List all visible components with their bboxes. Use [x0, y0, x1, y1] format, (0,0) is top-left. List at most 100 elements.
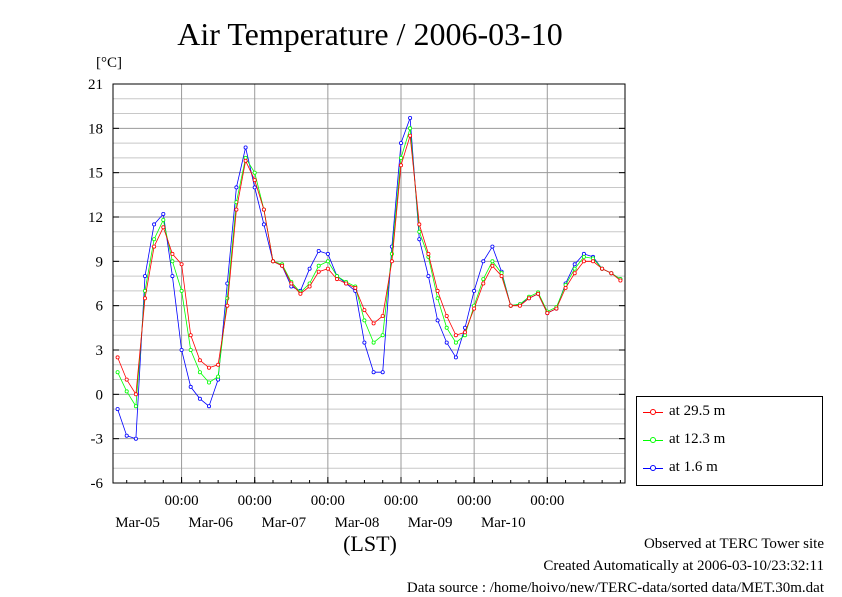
- data-point: [572, 262, 577, 267]
- data-point: [170, 251, 175, 256]
- data-point: [170, 259, 175, 264]
- data-point: [142, 296, 147, 301]
- data-point: [289, 281, 294, 286]
- data-point: [152, 222, 157, 227]
- data-point: [435, 288, 440, 293]
- y-tick-label: -6: [91, 476, 104, 492]
- data-point: [261, 207, 266, 212]
- data-point: [472, 288, 477, 293]
- data-point: [124, 433, 129, 438]
- data-point: [243, 158, 248, 163]
- data-point: [252, 185, 257, 190]
- data-point: [481, 281, 486, 286]
- data-point: [371, 340, 376, 345]
- data-point: [444, 313, 449, 318]
- data-point: [508, 303, 513, 308]
- y-tick-label: 0: [96, 387, 104, 403]
- data-point: [216, 374, 221, 379]
- data-point: [353, 285, 358, 290]
- legend-label: at 29.5 m: [669, 403, 726, 419]
- data-point: [316, 248, 321, 253]
- data-point: [325, 266, 330, 271]
- data-point: [206, 380, 211, 385]
- data-point: [490, 263, 495, 268]
- data-point: [453, 333, 458, 338]
- y-tick-label: 3: [96, 343, 104, 359]
- data-point: [426, 274, 431, 279]
- data-point: [481, 259, 486, 264]
- footer-data-source: Data source : /home/hoivo/new/TERC-data/…: [406, 580, 824, 596]
- legend: at 29.5 m at 12.3 m at 1.6 m: [636, 396, 823, 486]
- y-tick-label: -3: [91, 432, 104, 448]
- data-point: [197, 396, 202, 401]
- tick-layer: -6-303691215182100:00Mar-0500:00Mar-0600…: [88, 77, 625, 531]
- data-point: [124, 389, 129, 394]
- legend-marker: [650, 465, 656, 471]
- data-point: [572, 271, 577, 276]
- y-tick-label: 12: [88, 210, 103, 226]
- x-tick-date-label: Mar-08: [335, 515, 380, 531]
- data-point: [133, 404, 138, 409]
- data-point: [527, 296, 532, 301]
- data-point: [563, 285, 568, 290]
- data-point: [572, 266, 577, 271]
- data-point: [362, 318, 367, 323]
- data-point: [252, 170, 257, 175]
- data-point: [490, 259, 495, 264]
- footer-created-note: Created Automatically at 2006-03-10/23:3…: [543, 558, 824, 574]
- data-point: [554, 306, 559, 311]
- data-point: [618, 278, 623, 283]
- x-tick-date-label: Mar-10: [481, 515, 526, 531]
- data-point: [481, 277, 486, 282]
- data-point: [408, 126, 413, 131]
- legend-item: at 29.5 m: [637, 403, 822, 423]
- y-tick-label: 9: [96, 254, 104, 270]
- footer-site-note: Observed at TERC Tower site: [643, 536, 824, 552]
- data-point: [398, 141, 403, 146]
- data-point: [517, 303, 522, 308]
- x-tick-time-label: 00:00: [311, 493, 345, 509]
- data-point: [115, 407, 120, 412]
- data-point: [316, 269, 321, 274]
- data-point: [545, 311, 550, 316]
- legend-label: at 12.3 m: [669, 431, 726, 447]
- data-point: [371, 321, 376, 326]
- grid-lines: [113, 83, 625, 484]
- data-point: [152, 237, 157, 242]
- y-tick-label: 15: [88, 166, 103, 182]
- data-point: [453, 355, 458, 360]
- series-at-12-3-m: [115, 126, 623, 409]
- data-point: [243, 145, 248, 150]
- y-axis-unit-label: [°C]: [96, 55, 122, 71]
- data-point: [408, 116, 413, 121]
- data-point: [188, 333, 193, 338]
- data-point: [435, 318, 440, 323]
- data-point: [362, 308, 367, 313]
- x-tick-date-label: Mar-07: [262, 515, 307, 531]
- data-point: [161, 211, 166, 216]
- x-tick-time-label: 00:00: [164, 493, 198, 509]
- data-point: [179, 288, 184, 293]
- data-point: [490, 244, 495, 249]
- data-point: [362, 340, 367, 345]
- x-tick-date-label: Mar-05: [115, 515, 160, 531]
- data-point: [206, 404, 211, 409]
- data-point: [398, 163, 403, 168]
- data-point: [316, 263, 321, 268]
- legend-marker: [650, 437, 656, 443]
- series-at-29-5-m: [115, 133, 623, 397]
- data-point: [161, 225, 166, 230]
- data-point: [408, 133, 413, 138]
- data-point: [344, 281, 349, 286]
- data-point: [389, 259, 394, 264]
- data-point: [453, 340, 458, 345]
- data-point: [298, 291, 303, 296]
- y-tick-label: 18: [88, 121, 103, 137]
- data-point: [206, 365, 211, 370]
- data-point: [371, 370, 376, 375]
- data-point: [115, 370, 120, 375]
- data-point: [426, 251, 431, 256]
- data-point: [307, 266, 312, 271]
- data-point: [325, 251, 330, 256]
- data-point: [581, 259, 586, 264]
